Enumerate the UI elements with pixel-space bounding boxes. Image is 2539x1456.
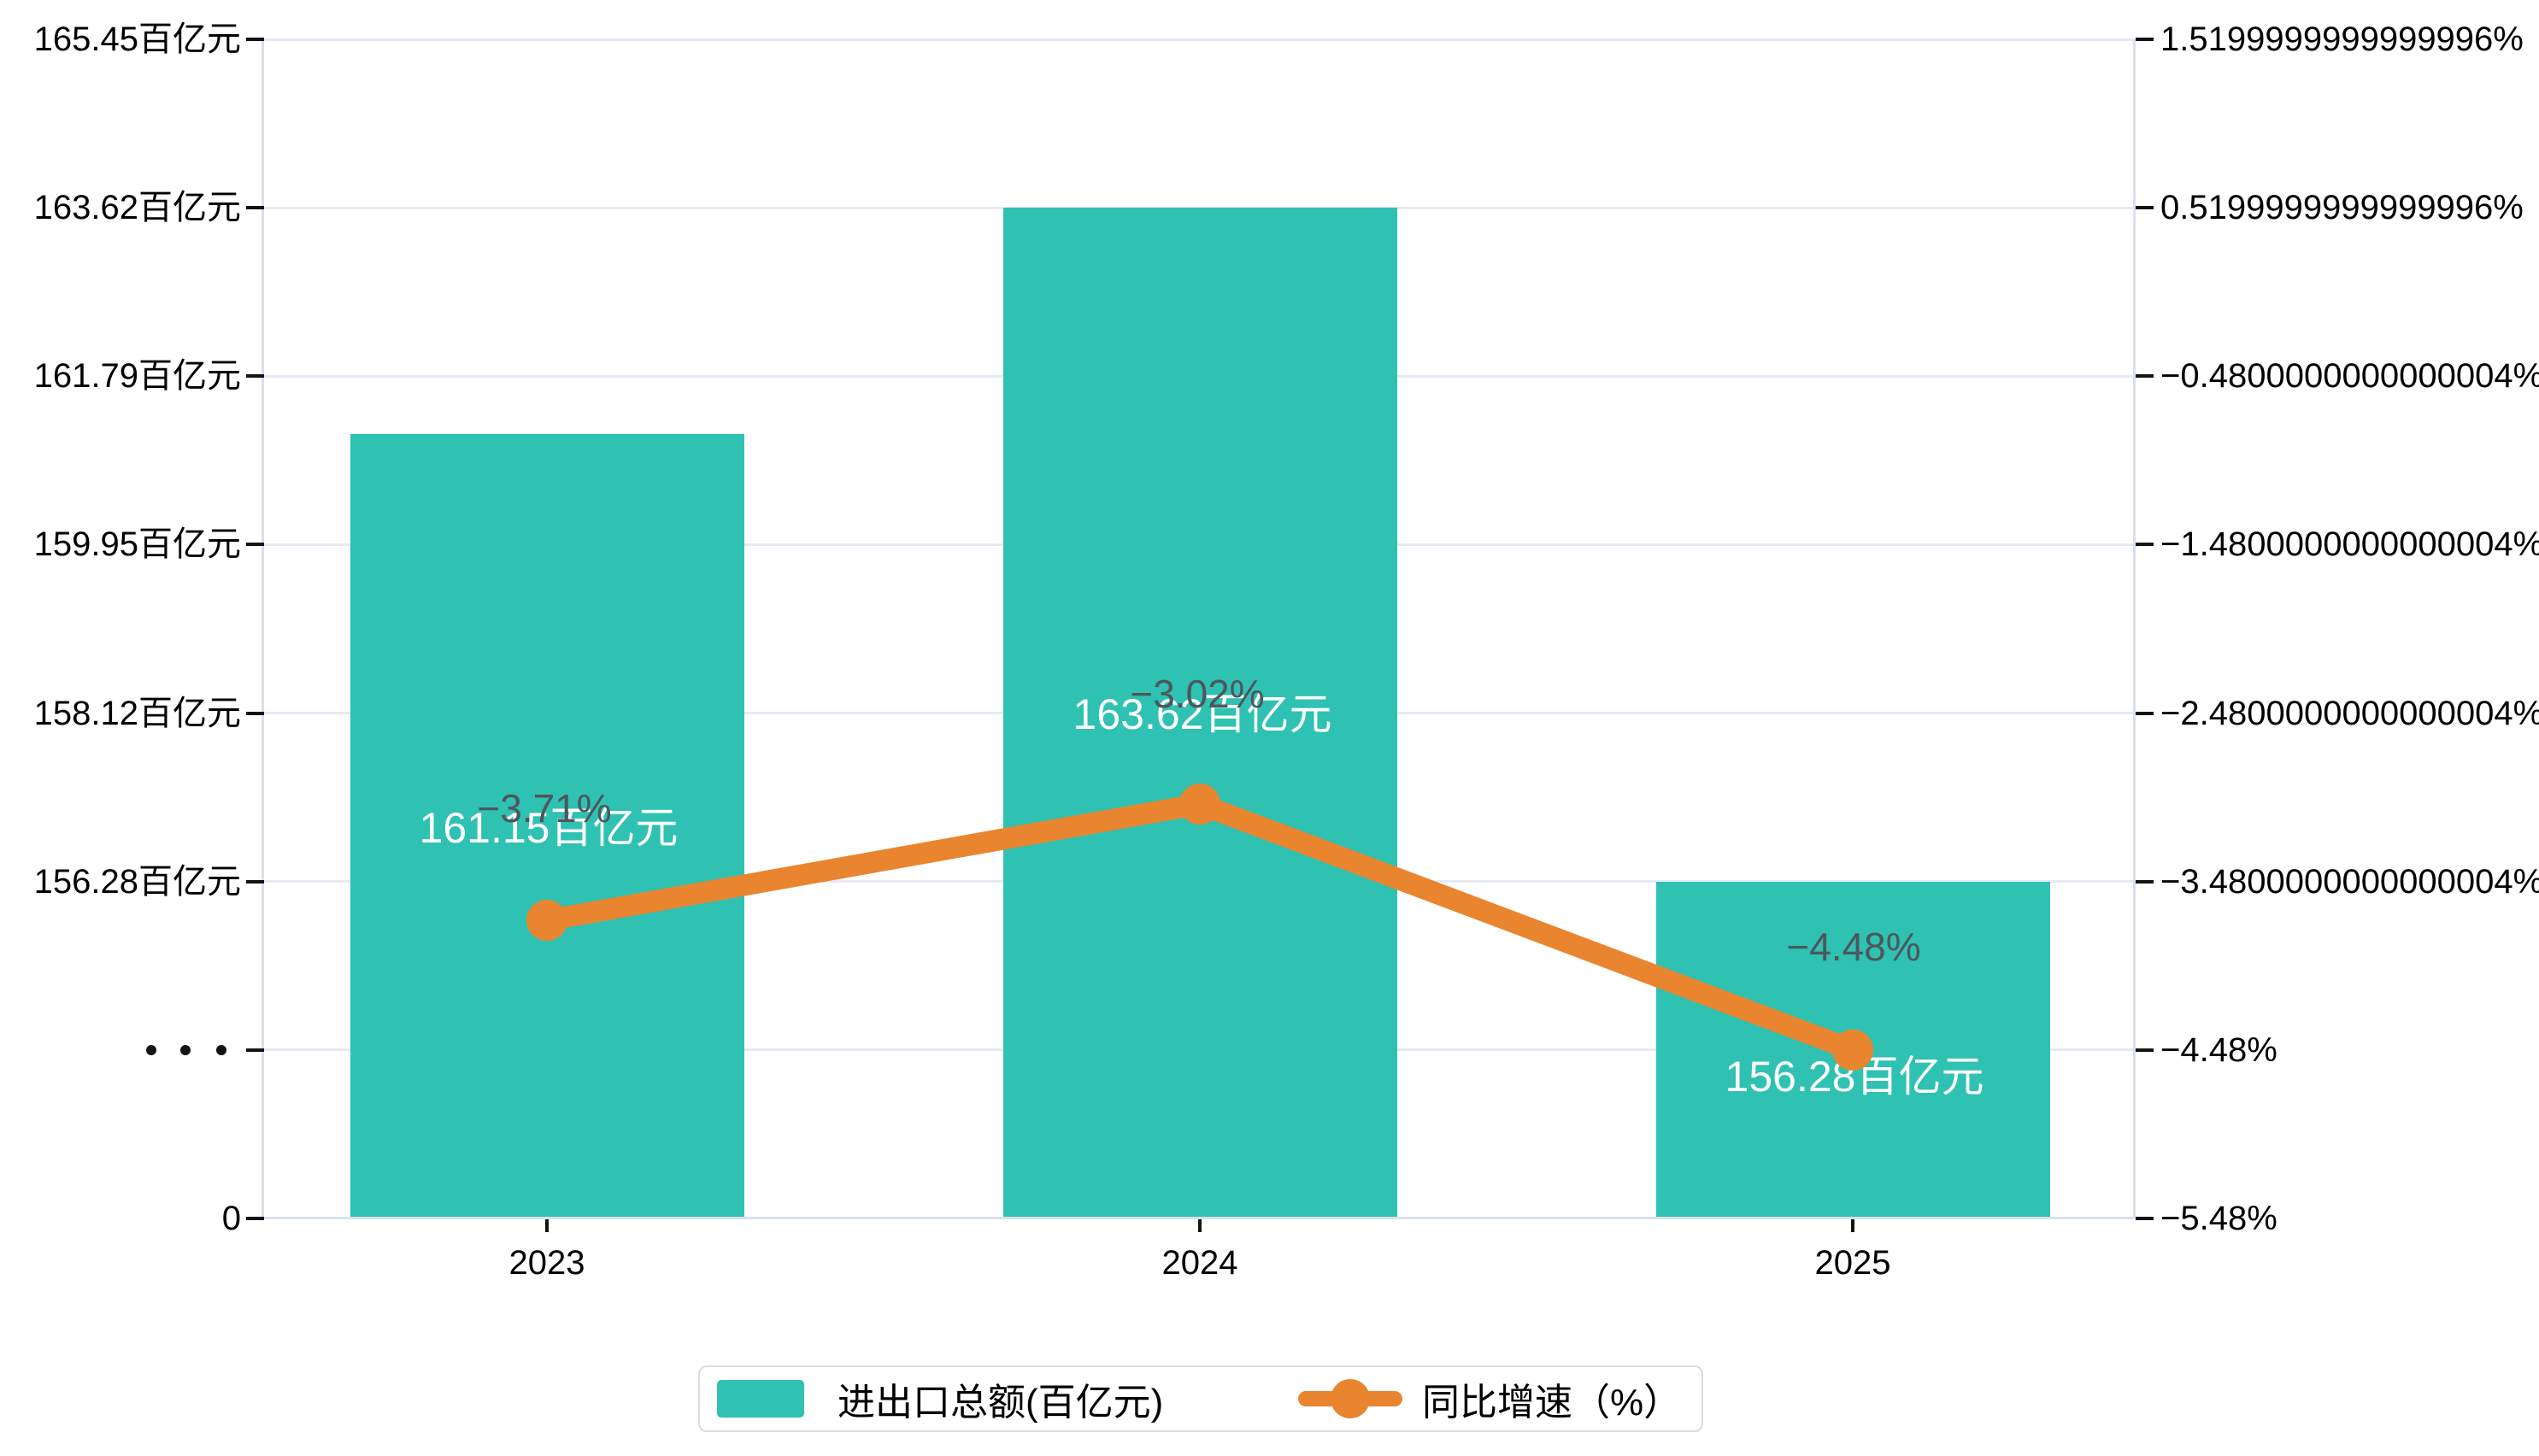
left-axis-tick-label: 159.95百亿元 xyxy=(33,525,241,564)
x-axis-label-2025: 2025 xyxy=(1814,1244,1891,1282)
legend-item-bar[interactable]: 进出口总额(百亿元) xyxy=(838,1382,1164,1424)
x-axis-label-2024: 2024 xyxy=(1161,1244,1238,1282)
right-axis-tick-label: 1.5199999999999996% xyxy=(2160,21,2524,58)
axis-break-ellipsis-icon xyxy=(146,1044,156,1055)
left-axis-tick xyxy=(246,1048,264,1052)
left-axis-tick-label: 163.62百亿元 xyxy=(33,189,241,227)
left-axis-tick xyxy=(246,374,264,379)
axis-break-ellipsis-icon xyxy=(180,1044,191,1055)
axis-break-ellipsis-icon xyxy=(216,1044,226,1055)
gridline xyxy=(264,38,2134,41)
left-axis-tick-label: 161.79百亿元 xyxy=(33,357,241,396)
x-axis-tick xyxy=(1198,1219,1202,1232)
right-axis-tick-label: −3.4800000000000004% xyxy=(2160,862,2539,901)
x-axis-label-2023: 2023 xyxy=(508,1244,585,1282)
growth-value-label-2025: −4.48% xyxy=(1786,925,1921,969)
legend-item-line[interactable]: 同比增速（%） xyxy=(1422,1382,1682,1424)
right-axis-tick-label: −1.4800000000000004% xyxy=(2160,525,2539,564)
y-axis-line-left xyxy=(262,39,264,1218)
left-axis-tick-label: 156.28百亿元 xyxy=(33,862,241,901)
right-axis-tick-label: −2.4800000000000004% xyxy=(2160,694,2539,732)
left-axis-tick xyxy=(246,543,264,547)
right-axis-tick xyxy=(2136,206,2154,210)
left-axis-tick xyxy=(246,38,264,41)
right-axis-tick xyxy=(2136,711,2154,715)
right-axis-tick xyxy=(2136,1048,2154,1052)
right-axis-tick xyxy=(2136,1217,2154,1220)
left-axis-tick-label: 165.45百亿元 xyxy=(33,21,241,58)
legend-bar-swatch-icon[interactable] xyxy=(717,1380,804,1418)
legend: 进出口总额(百亿元) 同比增速（%） xyxy=(698,1365,1703,1432)
y-axis-line-right xyxy=(2133,39,2136,1218)
legend-line-dot-icon[interactable] xyxy=(1331,1379,1370,1418)
bar-value-label-2024: 163.62百亿元 xyxy=(1073,690,1332,738)
right-axis-tick xyxy=(2136,374,2154,379)
left-axis-tick-label: 158.12百亿元 xyxy=(33,694,241,732)
right-axis-tick-label: −0.4800000000000004% xyxy=(2160,357,2539,396)
right-axis-tick-label: −4.48% xyxy=(2160,1030,2277,1069)
right-axis-tick xyxy=(2136,543,2154,547)
left-axis-tick xyxy=(246,879,264,884)
right-axis-tick xyxy=(2136,38,2154,41)
x-axis-tick xyxy=(1851,1219,1854,1232)
growth-value-label-2023: −3.71% xyxy=(477,786,612,831)
left-axis-origin-label: 0 xyxy=(221,1200,241,1237)
growth-value-label-2024: −3.02% xyxy=(1130,672,1265,716)
bar-value-label-2025: 156.28百亿元 xyxy=(1725,1053,1984,1101)
left-axis-tick xyxy=(246,1217,264,1220)
right-axis-tick xyxy=(2136,879,2154,884)
x-axis-line xyxy=(264,1217,2134,1219)
x-axis-tick xyxy=(545,1219,549,1232)
right-axis-tick-label: −5.48% xyxy=(2160,1200,2277,1237)
left-axis-tick xyxy=(246,206,264,210)
right-axis-tick-label: 0.5199999999999996% xyxy=(2160,189,2524,227)
left-axis-tick xyxy=(246,711,264,715)
